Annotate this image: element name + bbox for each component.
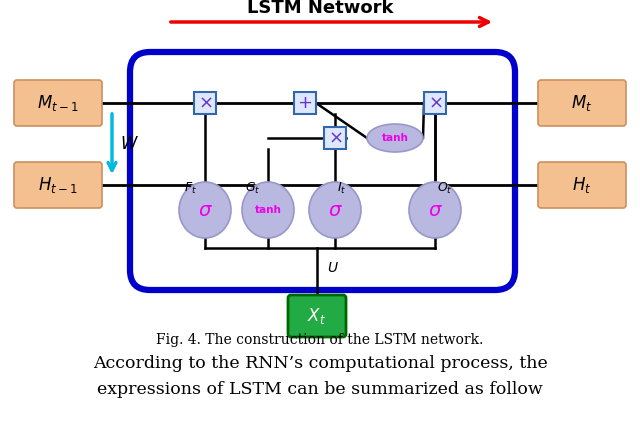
FancyBboxPatch shape (194, 92, 216, 114)
Ellipse shape (242, 182, 294, 238)
Text: According to the RNN’s computational process, the: According to the RNN’s computational pro… (93, 355, 547, 372)
FancyBboxPatch shape (538, 162, 626, 208)
Text: $M_t$: $M_t$ (572, 93, 593, 113)
FancyBboxPatch shape (130, 52, 515, 290)
Text: $\times$: $\times$ (428, 94, 442, 112)
Text: $F_t$: $F_t$ (184, 181, 197, 196)
Text: Fig. 4. The construction of the LSTM network.: Fig. 4. The construction of the LSTM net… (156, 333, 484, 347)
Text: expressions of LSTM can be summarized as follow: expressions of LSTM can be summarized as… (97, 381, 543, 398)
Text: $W$: $W$ (120, 135, 139, 153)
Text: LSTM Network: LSTM Network (247, 0, 393, 17)
Ellipse shape (309, 182, 361, 238)
Text: $+$: $+$ (298, 94, 312, 112)
Text: $M_{t-1}$: $M_{t-1}$ (37, 93, 79, 113)
Text: $\sigma$: $\sigma$ (198, 200, 212, 219)
Ellipse shape (409, 182, 461, 238)
FancyBboxPatch shape (294, 92, 316, 114)
Ellipse shape (367, 124, 423, 152)
FancyBboxPatch shape (424, 92, 446, 114)
Text: tanh: tanh (381, 133, 408, 143)
Text: $\sigma$: $\sigma$ (428, 200, 442, 219)
Text: $H_t$: $H_t$ (572, 175, 592, 195)
Text: tanh: tanh (255, 205, 282, 215)
FancyBboxPatch shape (14, 80, 102, 126)
FancyBboxPatch shape (288, 295, 346, 337)
FancyBboxPatch shape (538, 80, 626, 126)
Text: $X_t$: $X_t$ (307, 306, 326, 326)
FancyBboxPatch shape (14, 162, 102, 208)
Text: $G_t$: $G_t$ (244, 181, 260, 196)
Ellipse shape (179, 182, 231, 238)
FancyBboxPatch shape (324, 127, 346, 149)
Text: $H_{t-1}$: $H_{t-1}$ (38, 175, 78, 195)
Text: $I_t$: $I_t$ (337, 181, 346, 196)
Text: $\times$: $\times$ (198, 94, 212, 112)
Text: $O_t$: $O_t$ (437, 181, 452, 196)
Text: $\sigma$: $\sigma$ (328, 200, 342, 219)
Text: $\times$: $\times$ (328, 129, 342, 147)
Text: $U$: $U$ (327, 261, 339, 275)
